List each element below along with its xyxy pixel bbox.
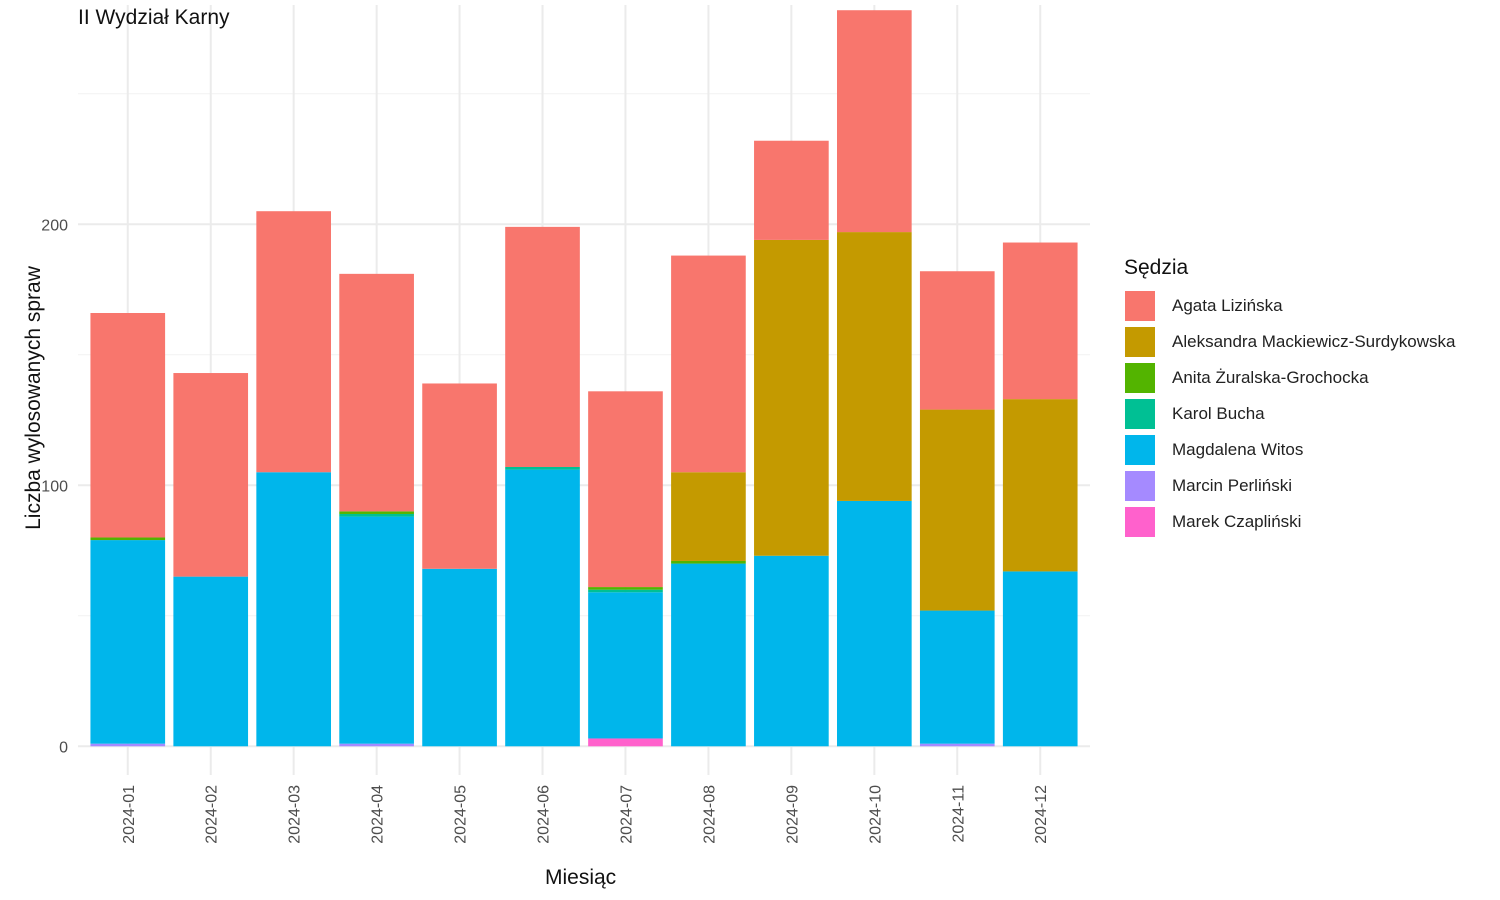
- x-tick-label: 2024-01: [121, 785, 138, 844]
- legend-label: Agata Lizińska: [1172, 296, 1283, 315]
- x-tick-label: 2024-08: [701, 785, 718, 844]
- bar-segment: [919, 409, 995, 611]
- legend-item: Marcin Perliński: [1124, 468, 1455, 504]
- bar-segment: [919, 610, 995, 744]
- bar-segment: [588, 589, 663, 593]
- x-tick-label: 2024-05: [453, 785, 470, 844]
- y-tick-label: 100: [41, 478, 68, 495]
- bar-segment: [90, 537, 166, 541]
- bar-segment: [1002, 242, 1078, 400]
- bar-segment: [837, 500, 912, 747]
- bar-segment: [1002, 571, 1078, 747]
- bar-segment: [754, 140, 829, 240]
- bar-segment: [671, 255, 746, 473]
- bar-segment: [422, 383, 497, 569]
- x-tick-label: 2024-09: [784, 785, 801, 844]
- legend-swatch: [1124, 362, 1156, 394]
- y-axis-label: Liczba wylosowanych spraw: [22, 266, 45, 530]
- x-tick-label: 2024-10: [867, 785, 884, 844]
- chart-title: II Wydział Karny: [78, 6, 230, 29]
- legend-label: Anita Żuralska-Grochocka: [1172, 368, 1369, 387]
- legend: Sędzia Agata Lizińska Aleksandra Mackiewi…: [1124, 256, 1455, 540]
- bar-segment: [671, 563, 746, 747]
- legend-swatch: [1124, 434, 1156, 466]
- bar-segment: [339, 273, 414, 512]
- bar-segment: [588, 592, 663, 739]
- bar-segment: [671, 472, 746, 561]
- bar-segment: [837, 10, 912, 233]
- bar-segment: [837, 232, 912, 501]
- bar-segment: [754, 555, 829, 747]
- x-tick-label: 2024-02: [204, 785, 221, 844]
- bar-segment: [339, 511, 414, 514]
- legend-item: Marek Czapliński: [1124, 504, 1455, 540]
- x-tick-label: 2024-06: [536, 785, 553, 844]
- bars: [90, 10, 1078, 747]
- legend-swatch: [1124, 290, 1156, 322]
- bar-segment: [90, 313, 166, 538]
- legend-label: Karol Bucha: [1172, 404, 1265, 423]
- legend-swatch: [1124, 470, 1156, 502]
- y-tick-label: 0: [59, 739, 68, 756]
- x-tick-label: 2024-03: [287, 785, 304, 844]
- bar-segment: [90, 540, 166, 744]
- legend-title: Sędzia: [1124, 256, 1189, 279]
- bar-segment: [256, 472, 331, 747]
- legend-swatch: [1124, 398, 1156, 430]
- legend-item: Magdalena Witos: [1124, 432, 1455, 468]
- bar-segment: [339, 743, 414, 747]
- y-tick-label: 200: [41, 217, 68, 234]
- bar-segment: [588, 738, 663, 747]
- x-tick-label: 2024-07: [618, 785, 635, 844]
- bar-segment: [1002, 399, 1078, 572]
- bar-segment: [339, 513, 414, 517]
- bar-segment: [90, 743, 166, 747]
- legend-items: Agata Lizińska Aleksandra Mackiewicz-Surd…: [1124, 288, 1455, 540]
- legend-label: Marcin Perliński: [1172, 476, 1292, 495]
- bar-segment: [505, 469, 580, 747]
- legend-item: Aleksandra Mackiewicz-Surdykowska: [1124, 324, 1455, 360]
- legend-item: Agata Lizińska: [1124, 288, 1455, 324]
- legend-label: Magdalena Witos: [1172, 440, 1304, 459]
- legend-item: Karol Bucha: [1124, 396, 1455, 432]
- x-tick-label: 2024-12: [1033, 785, 1050, 844]
- bar-segment: [588, 587, 663, 590]
- legend-swatch: [1124, 326, 1156, 358]
- axes: 0 100 200 2024-01 2024-02 2024-03 2024-04 2024-…: [41, 217, 1050, 843]
- legend-swatch: [1124, 506, 1156, 538]
- bar-segment: [754, 239, 829, 556]
- bar-segment: [339, 516, 414, 744]
- bar-segment: [173, 576, 249, 747]
- bar-segment: [173, 373, 249, 577]
- bar-segment: [505, 226, 580, 467]
- x-tick-label: 2024-04: [370, 785, 387, 844]
- legend-label: Aleksandra Mackiewicz-Surdykowska: [1172, 332, 1456, 351]
- bar-segment: [919, 743, 995, 747]
- bar-segment: [588, 391, 663, 588]
- x-tick-label: 2024-11: [950, 785, 967, 843]
- x-axis-label: Miesiąc: [545, 866, 617, 889]
- bar-segment: [256, 211, 331, 473]
- bar-segment: [919, 271, 995, 410]
- bar-segment: [505, 467, 580, 470]
- bar-segment: [422, 568, 497, 747]
- legend-label: Marek Czapliński: [1172, 512, 1302, 531]
- bar-segment: [671, 560, 746, 564]
- legend-item: Anita Żuralska-Grochocka: [1124, 360, 1455, 396]
